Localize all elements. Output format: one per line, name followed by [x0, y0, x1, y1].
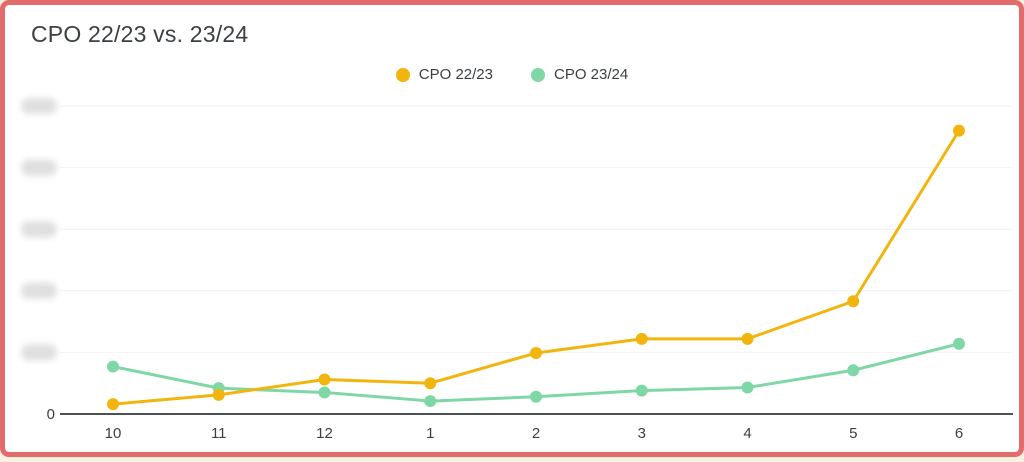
data-point-cpo-23-24-10[interactable] — [107, 360, 119, 373]
data-point-cpo-22-23-12[interactable] — [318, 373, 331, 386]
data-point-cpo-22-23-11[interactable] — [212, 388, 225, 401]
data-point-cpo-22-23-5[interactable] — [847, 295, 860, 308]
x-tick-label-12: 12 — [316, 425, 333, 442]
y-tick-label-0: 0 — [47, 406, 55, 423]
data-point-cpo-23-24-2[interactable] — [530, 390, 542, 403]
legend-dot-cpo-22-23-icon — [395, 67, 410, 82]
line-chart-plot-area: 010 11 12 1 2 3 4 5 6 — [21, 98, 1013, 442]
legend-label-cpo-23-24: CPO 23/24 — [554, 66, 629, 83]
x-tick-label-1: 1 — [426, 425, 434, 442]
legend-dot-cpo-23-24-icon — [531, 67, 545, 82]
legend-label-cpo-22-23: CPO 22/23 — [418, 66, 493, 83]
y-tick-label-redacted — [21, 159, 57, 176]
series-line-cpo-22-23 — [111, 129, 961, 406]
x-tick-label-6: 6 — [955, 425, 963, 442]
data-point-cpo-22-23-6[interactable] — [953, 124, 965, 137]
data-point-cpo-22-23-2[interactable] — [530, 347, 542, 360]
data-point-cpo-22-23-1[interactable] — [424, 377, 437, 390]
y-tick-label-redacted — [21, 221, 57, 238]
data-point-cpo-22-23-4[interactable] — [741, 332, 754, 345]
chart-title: CPO 22/23 vs. 23/24 — [31, 21, 249, 47]
chart-legend: CPO 22/23 CPO 23/24 — [5, 66, 1019, 83]
data-point-cpo-22-23-10[interactable] — [107, 398, 119, 411]
legend-item-cpo-23-24[interactable]: CPO 23/24 — [531, 66, 628, 83]
x-tick-label-4: 4 — [743, 425, 751, 442]
y-tick-label-redacted — [21, 344, 57, 361]
x-tick-label-3: 3 — [638, 425, 646, 442]
data-point-cpo-23-24-1[interactable] — [424, 395, 437, 408]
y-tick-label-redacted — [21, 98, 57, 114]
x-tick-label-2: 2 — [532, 425, 540, 442]
data-point-cpo-23-24-12[interactable] — [318, 386, 331, 399]
data-point-cpo-23-24-4[interactable] — [741, 381, 754, 394]
data-point-cpo-23-24-6[interactable] — [953, 337, 965, 350]
data-point-cpo-22-23-3[interactable] — [635, 332, 648, 345]
data-point-cpo-23-24-5[interactable] — [847, 364, 860, 377]
x-tick-label-10: 10 — [105, 425, 122, 442]
x-tick-label-5: 5 — [849, 425, 857, 442]
legend-item-cpo-22-23[interactable]: CPO 22/23 — [395, 66, 493, 83]
data-point-cpo-23-24-3[interactable] — [635, 384, 648, 397]
y-tick-label-redacted — [21, 282, 57, 299]
x-tick-label-11: 11 — [211, 425, 227, 442]
